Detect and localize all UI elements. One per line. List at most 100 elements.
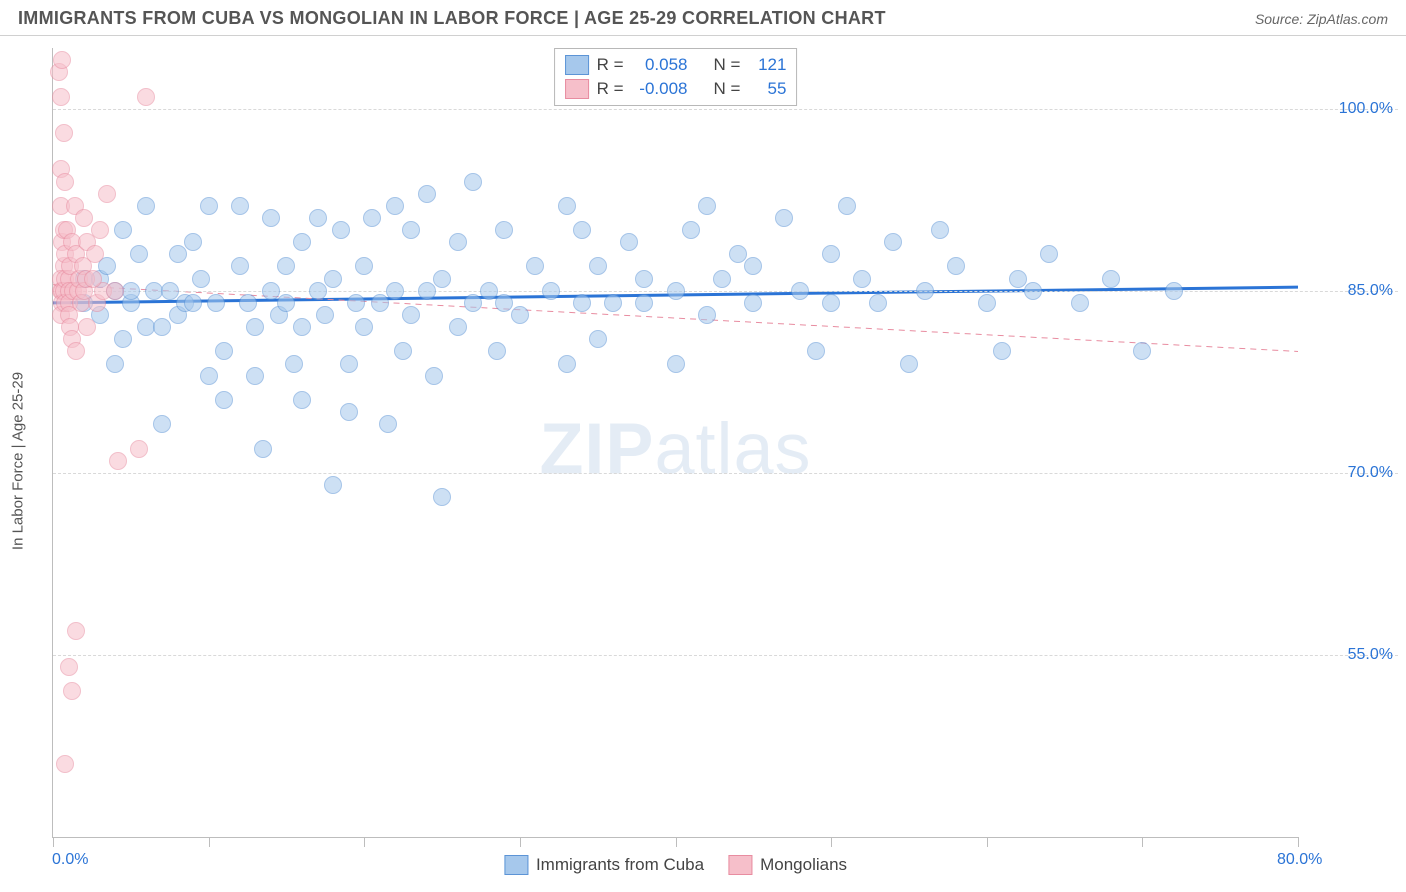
data-point — [822, 294, 840, 312]
data-point — [667, 282, 685, 300]
data-point — [418, 185, 436, 203]
x-tick-label-min: 0.0% — [52, 851, 88, 869]
data-point — [200, 197, 218, 215]
data-point — [495, 221, 513, 239]
data-point — [137, 88, 155, 106]
data-point — [449, 318, 467, 336]
data-point — [635, 294, 653, 312]
legend-swatch — [565, 79, 589, 99]
data-point — [698, 197, 716, 215]
legend-label: Immigrants from Cuba — [536, 855, 704, 875]
chart-area: In Labor Force | Age 25-29 ZIPatlas R =0… — [30, 42, 1398, 880]
data-point — [161, 282, 179, 300]
legend-swatch — [504, 855, 528, 875]
legend-r-value: -0.008 — [632, 79, 688, 99]
data-point — [106, 355, 124, 373]
data-point — [682, 221, 700, 239]
legend-item: Mongolians — [728, 855, 847, 875]
data-point — [838, 197, 856, 215]
legend-r-label: R = — [597, 55, 624, 75]
data-point — [355, 257, 373, 275]
data-point — [75, 209, 93, 227]
trend-lines — [53, 48, 1298, 837]
x-tick — [520, 837, 521, 847]
data-point — [931, 221, 949, 239]
data-point — [316, 306, 334, 324]
y-tick-label: 100.0% — [1339, 100, 1393, 118]
source-citation: Source: ZipAtlas.com — [1255, 11, 1388, 27]
data-point — [55, 124, 73, 142]
data-point — [573, 294, 591, 312]
data-point — [635, 270, 653, 288]
data-point — [56, 755, 74, 773]
legend-n-value: 55 — [748, 79, 786, 99]
data-point — [869, 294, 887, 312]
data-point — [884, 233, 902, 251]
legend-n-value: 121 — [748, 55, 786, 75]
data-point — [573, 221, 591, 239]
data-point — [1165, 282, 1183, 300]
legend-row: R =-0.008N =55 — [565, 77, 787, 101]
data-point — [340, 355, 358, 373]
x-tick — [1142, 837, 1143, 847]
data-point — [1024, 282, 1042, 300]
legend-row: R =0.058N =121 — [565, 53, 787, 77]
data-point — [86, 245, 104, 263]
data-point — [231, 197, 249, 215]
data-point — [542, 282, 560, 300]
data-point — [386, 282, 404, 300]
legend-n-label: N = — [714, 55, 741, 75]
data-point — [262, 209, 280, 227]
data-point — [480, 282, 498, 300]
data-point — [277, 257, 295, 275]
data-point — [791, 282, 809, 300]
legend-swatch — [565, 55, 589, 75]
data-point — [254, 440, 272, 458]
source-value: ZipAtlas.com — [1307, 11, 1388, 27]
data-point — [137, 197, 155, 215]
data-point — [993, 342, 1011, 360]
data-point — [78, 318, 96, 336]
data-point — [60, 658, 78, 676]
data-point — [947, 257, 965, 275]
y-tick-label: 70.0% — [1348, 464, 1393, 482]
data-point — [347, 294, 365, 312]
data-point — [98, 185, 116, 203]
data-point — [511, 306, 529, 324]
data-point — [667, 355, 685, 373]
legend-n-label: N = — [714, 79, 741, 99]
x-tick — [831, 837, 832, 847]
data-point — [153, 318, 171, 336]
data-point — [332, 221, 350, 239]
x-tick — [676, 837, 677, 847]
y-tick-label: 55.0% — [1348, 646, 1393, 664]
data-point — [363, 209, 381, 227]
data-point — [713, 270, 731, 288]
data-point — [169, 245, 187, 263]
data-point — [293, 391, 311, 409]
data-point — [775, 209, 793, 227]
gridline — [53, 473, 1398, 474]
data-point — [153, 415, 171, 433]
data-point — [526, 257, 544, 275]
data-point — [109, 452, 127, 470]
data-point — [106, 282, 124, 300]
data-point — [822, 245, 840, 263]
data-point — [604, 294, 622, 312]
data-point — [1133, 342, 1151, 360]
data-point — [464, 294, 482, 312]
chart-title: IMMIGRANTS FROM CUBA VS MONGOLIAN IN LAB… — [18, 8, 886, 29]
data-point — [620, 233, 638, 251]
gridline — [53, 109, 1398, 110]
data-point — [978, 294, 996, 312]
data-point — [488, 342, 506, 360]
data-point — [215, 342, 233, 360]
data-point — [293, 318, 311, 336]
data-point — [262, 282, 280, 300]
data-point — [464, 173, 482, 191]
data-point — [698, 306, 716, 324]
x-tick — [364, 837, 365, 847]
data-point — [589, 257, 607, 275]
data-point — [1009, 270, 1027, 288]
data-point — [309, 209, 327, 227]
